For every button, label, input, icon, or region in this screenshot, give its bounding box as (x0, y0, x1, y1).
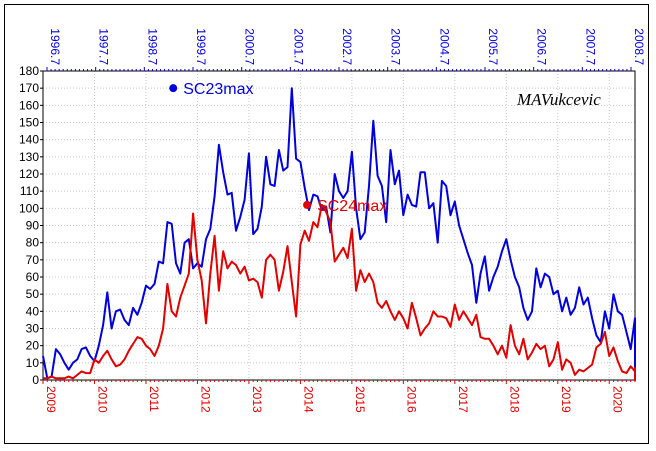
x-tick-label-bottom: 2017 (456, 386, 470, 413)
annotation-marker (303, 200, 312, 209)
x-tick-label-bottom: 2019 (559, 386, 573, 413)
x-tick-label-bottom: 2014 (301, 386, 315, 413)
y-tick-label: 110 (20, 184, 39, 198)
x-tick-label-bottom: 2011 (147, 386, 161, 412)
y-tick-label: 100 (19, 201, 39, 215)
y-tick-label: 130 (19, 150, 39, 164)
x-tick-label-top: 1999.7 (194, 28, 208, 65)
x-tick-label-bottom: 2016 (404, 386, 418, 413)
annotation-label: SC24max (317, 198, 387, 215)
x-tick-label-bottom: 2009 (44, 386, 58, 413)
x-tick-label-top: 2005.7 (486, 28, 500, 65)
y-tick-label: 180 (19, 64, 39, 78)
y-tick-label: 60 (26, 270, 40, 284)
chart-frame: 0 10 20 30 40 50 60 70 80 90 100 110 120 130 140 150 160… (4, 4, 649, 444)
x-tick-label-bottom: 2012 (198, 386, 212, 413)
y-tick-label: 70 (26, 253, 40, 267)
y-tick-label: 40 (26, 304, 40, 318)
y-tick-label: 90 (26, 219, 40, 233)
x-tick-label-bottom: 2020 (610, 386, 624, 413)
x-tick-label-top: 2001.7 (291, 28, 305, 65)
x-tick-label-top: 2000.7 (243, 28, 257, 65)
y-tick-label: 50 (26, 287, 40, 301)
x-tick-label-top: 2002.7 (340, 28, 354, 65)
annotation-marker (169, 84, 178, 93)
chart: 0 10 20 30 40 50 60 70 80 90 100 110 120 130 140 150 160… (19, 28, 646, 413)
x-tick-label-top: 2003.7 (389, 28, 403, 65)
x-tick-label-top: 1996.7 (48, 28, 62, 65)
x-tick-label-bottom: 2010 (95, 386, 109, 413)
y-tick-label: 10 (26, 356, 40, 370)
series-line-1 (43, 203, 636, 381)
y-tick-label: 120 (19, 167, 39, 181)
annotation-label: SC23max (183, 81, 253, 98)
y-tick-label: 170 (19, 81, 39, 95)
watermark: MAVukcevic (516, 90, 601, 109)
y-tick-label: 20 (26, 339, 40, 353)
y-tick-label: 150 (19, 116, 39, 130)
x-tick-label-top: 2006.7 (535, 28, 549, 65)
y-tick-label: 140 (19, 133, 39, 147)
x-tick-label-top: 2007.7 (583, 28, 597, 65)
x-tick-label-top: 2004.7 (437, 28, 451, 65)
y-tick-label: 30 (26, 322, 40, 336)
x-tick-label-top: 2008.7 (632, 28, 646, 65)
x-tick-label-bottom: 2015 (353, 386, 367, 413)
y-tick-label: 0 (32, 373, 39, 387)
y-tick-label: 160 (19, 98, 39, 112)
x-tick-label-bottom: 2013 (250, 386, 264, 413)
series-line-0 (42, 87, 636, 381)
x-tick-label-top: 1998.7 (145, 28, 159, 65)
x-tick-label-bottom: 2018 (507, 386, 521, 413)
x-tick-label-top: 1997.7 (97, 28, 111, 65)
plot-area (43, 71, 635, 380)
y-tick-label: 80 (26, 236, 40, 250)
